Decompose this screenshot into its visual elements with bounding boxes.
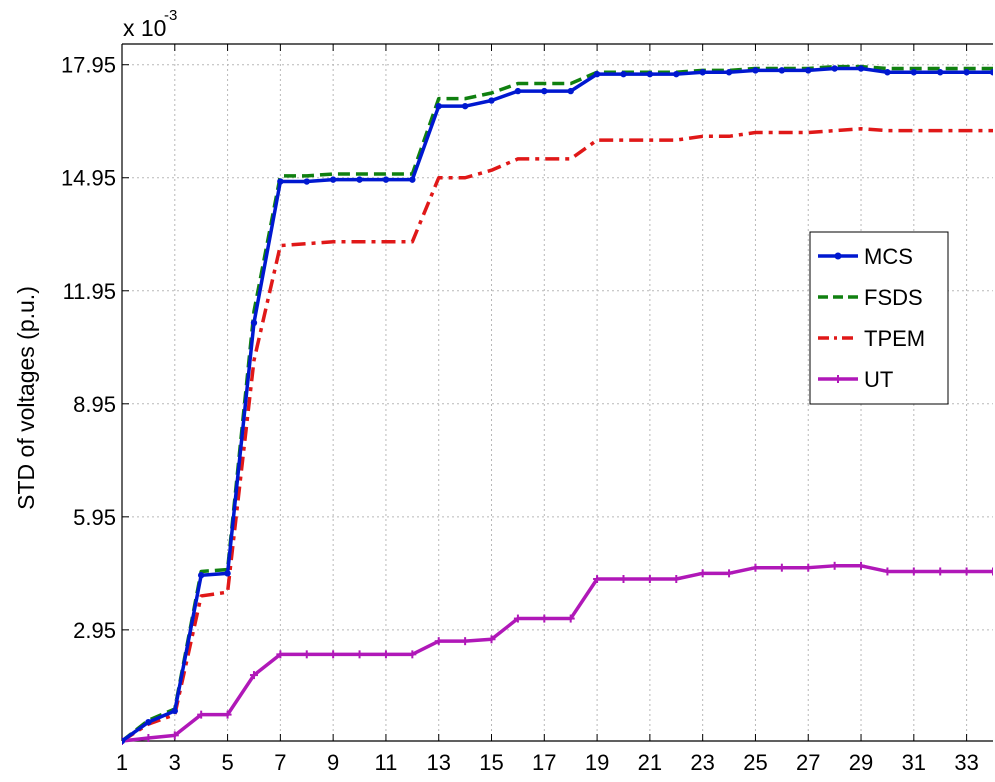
y-axis-label: STD of voltages (p.u.) <box>13 286 39 510</box>
data-point <box>646 70 654 78</box>
y-multiplier-exponent: -3 <box>164 7 177 24</box>
x-tick-label: 19 <box>585 750 609 775</box>
series-line-ut <box>122 564 993 743</box>
data-point <box>382 176 390 183</box>
x-tick-label: 15 <box>479 750 503 775</box>
legend: MCS FSDS TPEM UT <box>809 231 949 405</box>
data-point <box>145 718 152 726</box>
data-point <box>752 67 759 74</box>
data-point <box>303 178 310 185</box>
x-tick-label: 29 <box>849 750 873 775</box>
data-point <box>910 69 918 76</box>
x-tick-label: 9 <box>327 750 339 775</box>
series-fsds <box>122 64 993 743</box>
x-tick-label: 21 <box>638 750 662 775</box>
data-point <box>171 707 178 715</box>
data-point <box>224 570 231 577</box>
data-point <box>461 102 469 110</box>
legend-label-fsds: FSDS <box>864 285 923 310</box>
data-point <box>937 69 944 76</box>
y-tick-label: 11.95 <box>63 279 116 304</box>
data-point <box>514 87 522 95</box>
data-point <box>250 319 258 326</box>
y-tick-label: 14.95 <box>61 166 116 191</box>
x-tick-label: 11 <box>375 750 398 775</box>
data-point <box>725 69 733 76</box>
data-point <box>778 67 786 74</box>
x-tick-label: 23 <box>690 750 714 775</box>
data-point <box>277 178 284 185</box>
y-tick-label: 5.95 <box>73 505 116 530</box>
grid <box>121 44 993 741</box>
series-line-mcs <box>122 66 993 743</box>
data-point <box>831 65 838 72</box>
data-point <box>989 69 993 76</box>
legend-box <box>809 231 949 405</box>
x-tick-label: 5 <box>221 750 233 775</box>
data-point <box>541 87 548 95</box>
y-tick-label: 8.95 <box>73 392 116 417</box>
x-tick-label: 17 <box>532 750 556 775</box>
series-tpem <box>122 127 993 743</box>
legend-marker <box>834 252 842 260</box>
data-point <box>435 102 442 110</box>
data-point <box>356 176 363 183</box>
x-tick-label: 13 <box>426 750 450 775</box>
data-point <box>197 572 205 579</box>
x-tick-label: 7 <box>274 750 286 775</box>
data-point <box>488 97 495 104</box>
data-point <box>884 69 891 76</box>
series-ut <box>122 561 993 745</box>
series-line-fsds <box>122 64 993 743</box>
x-tick-label: 33 <box>954 750 978 775</box>
data-point <box>673 70 680 78</box>
data-point <box>805 67 812 74</box>
data-point <box>409 176 416 183</box>
x-tick-label: 31 <box>902 750 926 775</box>
data-point <box>593 70 601 78</box>
x-tick-label: 3 <box>169 750 181 775</box>
y-tick-label: 17.95 <box>61 53 116 78</box>
data-point <box>122 737 126 745</box>
y-tick-label: 2.95 <box>73 618 116 643</box>
legend-label-ut: UT <box>864 367 893 392</box>
y-multiplier-base: x 10 <box>123 15 166 41</box>
data-point <box>567 87 574 95</box>
legend-label-tpem: TPEM <box>864 326 925 351</box>
x-tick-label: 27 <box>796 750 820 775</box>
x-tick-label: 25 <box>743 750 767 775</box>
data-point <box>329 176 337 183</box>
series-line-tpem <box>122 127 993 743</box>
legend-label-mcs: MCS <box>864 244 913 269</box>
data-point <box>699 69 706 76</box>
data-point <box>963 69 970 76</box>
data-point <box>620 70 627 78</box>
x-tick-label: 1 <box>116 750 128 775</box>
series-mcs <box>122 65 993 745</box>
data-point <box>857 65 865 72</box>
